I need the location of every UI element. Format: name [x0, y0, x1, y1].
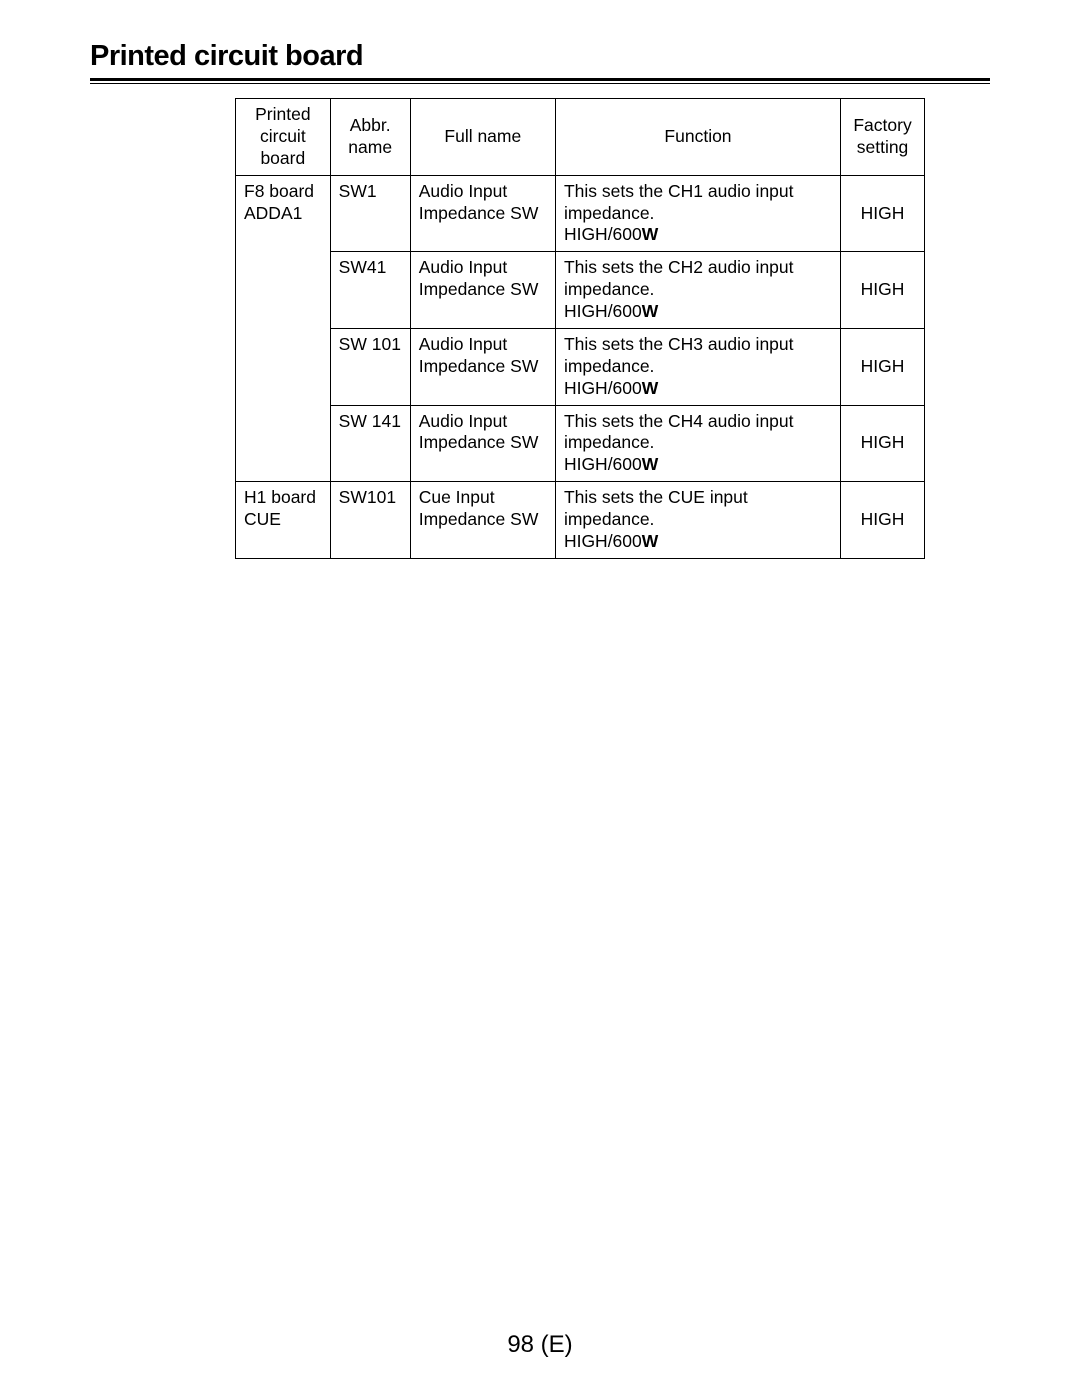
cell-fullname: Audio Input Impedance SW [410, 175, 555, 252]
cell-fullname: Audio Input Impedance SW [410, 252, 555, 329]
col-setting: Factory setting [841, 99, 925, 176]
table-row: SW 101 Audio Input Impedance SW This set… [236, 328, 925, 405]
col-pcb: Printed circuit board [236, 99, 331, 176]
cell-fullname: Audio Input Impedance SW [410, 328, 555, 405]
col-abbr: Abbr. name [330, 99, 410, 176]
cell-pcb: F8 board ADDA1 [236, 175, 331, 252]
table-row: F8 board ADDA1 SW1 Audio Input Impedance… [236, 175, 925, 252]
title-rule-thick [90, 78, 990, 81]
cell-fullname: Cue Input Impedance SW [410, 482, 555, 559]
page-title: Printed circuit board [90, 40, 990, 73]
cell-fullname: Audio Input Impedance SW [410, 405, 555, 482]
cell-setting: HIGH [841, 252, 925, 329]
title-rule-thin [90, 83, 990, 84]
cell-abbr: SW1 [330, 175, 410, 252]
table-row: SW41 Audio Input Impedance SW This sets … [236, 252, 925, 329]
page-number: 98 (E) [0, 1331, 1080, 1359]
table-header-row: Printed circuit board Abbr. name Full na… [236, 99, 925, 176]
cell-abbr: SW 101 [330, 328, 410, 405]
cell-pcb: H1 board CUE [236, 482, 331, 559]
cell-abbr: SW101 [330, 482, 410, 559]
cell-function: This sets the CH4 audio input impedance.… [555, 405, 840, 482]
col-function: Function [555, 99, 840, 176]
cell-setting: HIGH [841, 328, 925, 405]
cell-setting: HIGH [841, 175, 925, 252]
cell-function: This sets the CH3 audio input impedance.… [555, 328, 840, 405]
cell-pcb [236, 405, 331, 482]
col-fullname: Full name [410, 99, 555, 176]
cell-abbr: SW 141 [330, 405, 410, 482]
cell-setting: HIGH [841, 482, 925, 559]
cell-function: This sets the CUE input impedance. HIGH/… [555, 482, 840, 559]
table-row: H1 board CUE SW101 Cue Input Impedance S… [236, 482, 925, 559]
cell-pcb [236, 252, 331, 329]
cell-pcb [236, 328, 331, 405]
table-row: SW 141 Audio Input Impedance SW This set… [236, 405, 925, 482]
cell-function: This sets the CH1 audio input impedance.… [555, 175, 840, 252]
cell-setting: HIGH [841, 405, 925, 482]
cell-function: This sets the CH2 audio input impedance.… [555, 252, 840, 329]
pcb-table: Printed circuit board Abbr. name Full na… [235, 98, 925, 559]
cell-abbr: SW41 [330, 252, 410, 329]
